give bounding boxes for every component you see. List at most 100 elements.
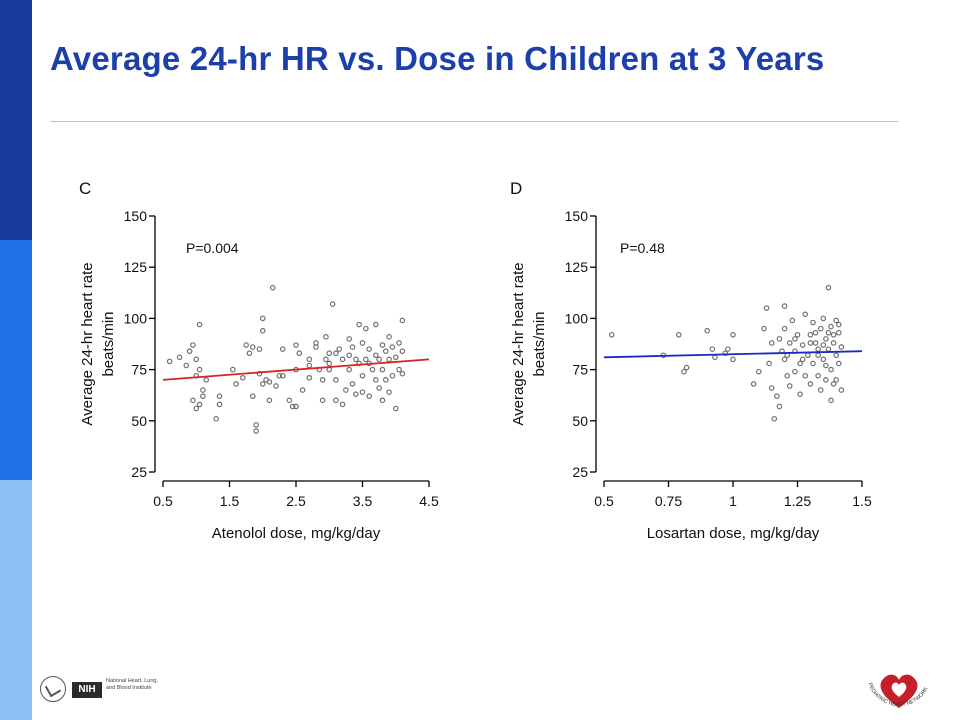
data-point (807, 340, 814, 346)
data-point (776, 403, 783, 410)
data-point (810, 319, 816, 326)
p-value-annotation: P=0.48 (620, 240, 665, 256)
scatter-points (608, 284, 845, 422)
data-point (379, 366, 386, 373)
data-point (200, 393, 206, 400)
data-point (190, 342, 196, 348)
data-point (240, 374, 246, 381)
data-point (807, 381, 814, 387)
data-point (346, 366, 353, 373)
data-point (681, 368, 687, 375)
data-point (825, 346, 832, 352)
data-point (704, 327, 711, 334)
data-point (259, 315, 266, 322)
data-point (326, 350, 333, 357)
y-tick-label: 125 (124, 259, 148, 275)
data-point (266, 379, 273, 385)
data-point (835, 321, 842, 328)
data-point (339, 356, 346, 363)
data-point (313, 340, 319, 346)
data-point (830, 381, 837, 387)
data-point (333, 397, 339, 404)
data-point (296, 350, 303, 357)
data-point (306, 374, 313, 381)
data-point (372, 377, 379, 383)
data-point (812, 329, 819, 336)
data-point (306, 356, 313, 363)
data-point (183, 362, 190, 369)
data-point (363, 325, 369, 332)
data-point (750, 381, 757, 387)
data-point (319, 397, 326, 404)
data-point (761, 325, 767, 332)
chart-panel-c: C 25 50 75 100 125 150 0.5 1.5 2.5 3.5 4.5 Atenolol … (79, 179, 439, 542)
data-point (359, 389, 366, 395)
data-point (608, 331, 615, 338)
data-point (786, 340, 793, 346)
y-axis-label-line-1: Average 24-hr heart rate (79, 262, 96, 425)
data-point (266, 397, 273, 404)
data-point (246, 350, 253, 357)
data-point (830, 340, 837, 346)
data-point (781, 356, 788, 363)
data-point (356, 321, 362, 328)
data-point (190, 397, 196, 404)
data-point (709, 346, 716, 352)
data-point (820, 342, 827, 348)
nih-line-1: National Heart, Lung, (106, 678, 158, 684)
data-point (249, 344, 256, 350)
y-tick-label: 100 (124, 310, 148, 326)
y-tick-label: 100 (565, 310, 589, 326)
data-point (392, 354, 399, 361)
data-point (776, 336, 783, 342)
data-point (259, 381, 266, 387)
data-point (823, 336, 829, 342)
data-point (792, 368, 798, 375)
data-point (802, 372, 809, 379)
data-point (774, 393, 780, 400)
data-point (815, 372, 821, 379)
data-point (823, 362, 829, 369)
data-point (797, 360, 803, 367)
x-tick-label: 1.5 (220, 493, 240, 509)
data-point (799, 356, 806, 363)
data-point (812, 340, 819, 346)
data-point (771, 415, 778, 422)
data-point (828, 366, 834, 373)
data-point (346, 352, 353, 359)
data-point (249, 393, 256, 400)
data-point (799, 342, 806, 348)
data-point (372, 352, 379, 359)
data-point (273, 383, 279, 389)
sidebar-stripe-middle (0, 240, 32, 480)
x-axis-label: Losartan dose, mg/kg/day (647, 525, 820, 542)
data-point (833, 377, 840, 383)
data-point (230, 366, 236, 373)
regression-line (162, 358, 430, 381)
data-point (279, 346, 286, 352)
data-point (676, 331, 682, 338)
nih-logo: NIH (72, 682, 102, 698)
data-point (763, 305, 770, 311)
data-point (336, 346, 343, 352)
x-tick-label: 3.5 (353, 493, 373, 509)
data-point (784, 372, 790, 379)
data-point (389, 372, 396, 379)
data-point (353, 356, 359, 363)
data-point (379, 342, 386, 348)
data-point (396, 366, 402, 373)
data-point (815, 352, 821, 359)
data-point (830, 331, 837, 338)
data-point (333, 377, 339, 383)
panel-label: C (79, 179, 91, 198)
sidebar-stripe-top (0, 0, 32, 240)
x-tick-label: 1.5 (852, 493, 872, 509)
data-point (286, 397, 293, 404)
data-point (817, 325, 824, 332)
y-tick-label: 75 (572, 362, 588, 378)
data-point (216, 393, 223, 400)
data-point (216, 401, 223, 408)
scatter-points (166, 284, 406, 434)
data-point (319, 377, 326, 383)
